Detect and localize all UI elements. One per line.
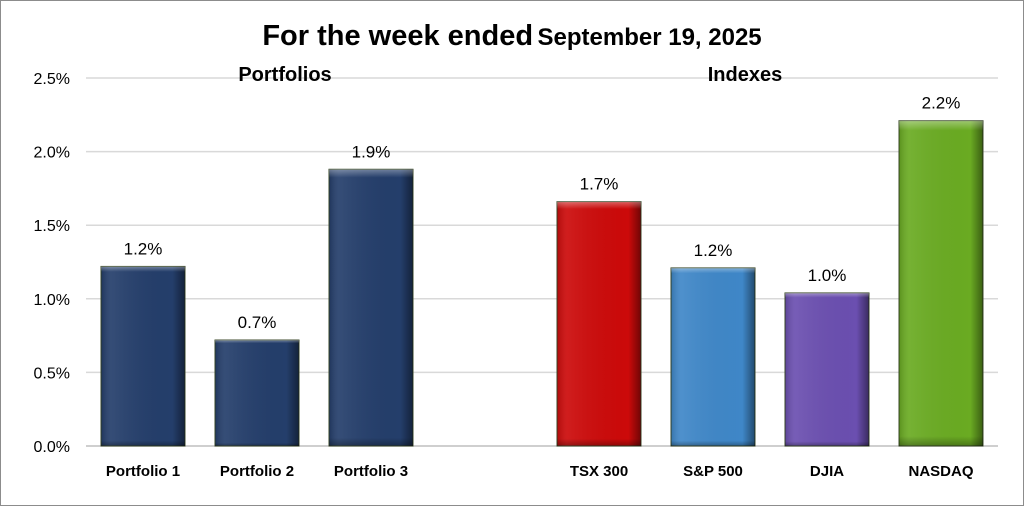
category-label: TSX 300: [570, 463, 628, 480]
y-tick-label: 2.0%: [34, 145, 70, 162]
data-label: 2.2%: [922, 94, 961, 113]
data-label: 1.2%: [694, 241, 733, 260]
title-main: For the week ended: [262, 20, 534, 52]
data-label: 0.7%: [238, 313, 277, 332]
y-tick-label: 1.0%: [34, 292, 70, 309]
group-label-portfolios: Portfolios: [238, 64, 331, 86]
data-label: 1.7%: [580, 175, 619, 194]
chart-title: For the week ended September 19, 2025: [0, 20, 1024, 53]
category-label: S&P 500: [683, 463, 743, 480]
data-label: 1.2%: [124, 239, 163, 258]
y-tick-label: 0.0%: [34, 439, 70, 456]
group-label-indexes: Indexes: [708, 64, 782, 86]
bar-bevel: [101, 266, 185, 446]
category-label: NASDAQ: [908, 463, 973, 480]
y-tick-label: 1.5%: [34, 218, 70, 235]
data-label: 1.9%: [352, 142, 391, 161]
category-label: Portfolio 1: [106, 463, 180, 480]
category-label: DJIA: [810, 463, 844, 480]
title-date: September 19, 2025: [537, 24, 762, 51]
bar-bevel: [215, 340, 299, 446]
category-label: Portfolio 2: [220, 463, 294, 480]
bar-bevel: [671, 267, 755, 446]
bar-bevel: [329, 169, 413, 446]
data-label: 1.0%: [808, 266, 847, 285]
bar-bevel: [899, 120, 983, 447]
bar-bevel: [557, 201, 641, 446]
category-label: Portfolio 3: [334, 463, 408, 480]
bar-bevel: [785, 292, 869, 446]
y-tick-label: 2.5%: [34, 71, 70, 88]
y-tick-label: 0.5%: [34, 365, 70, 382]
